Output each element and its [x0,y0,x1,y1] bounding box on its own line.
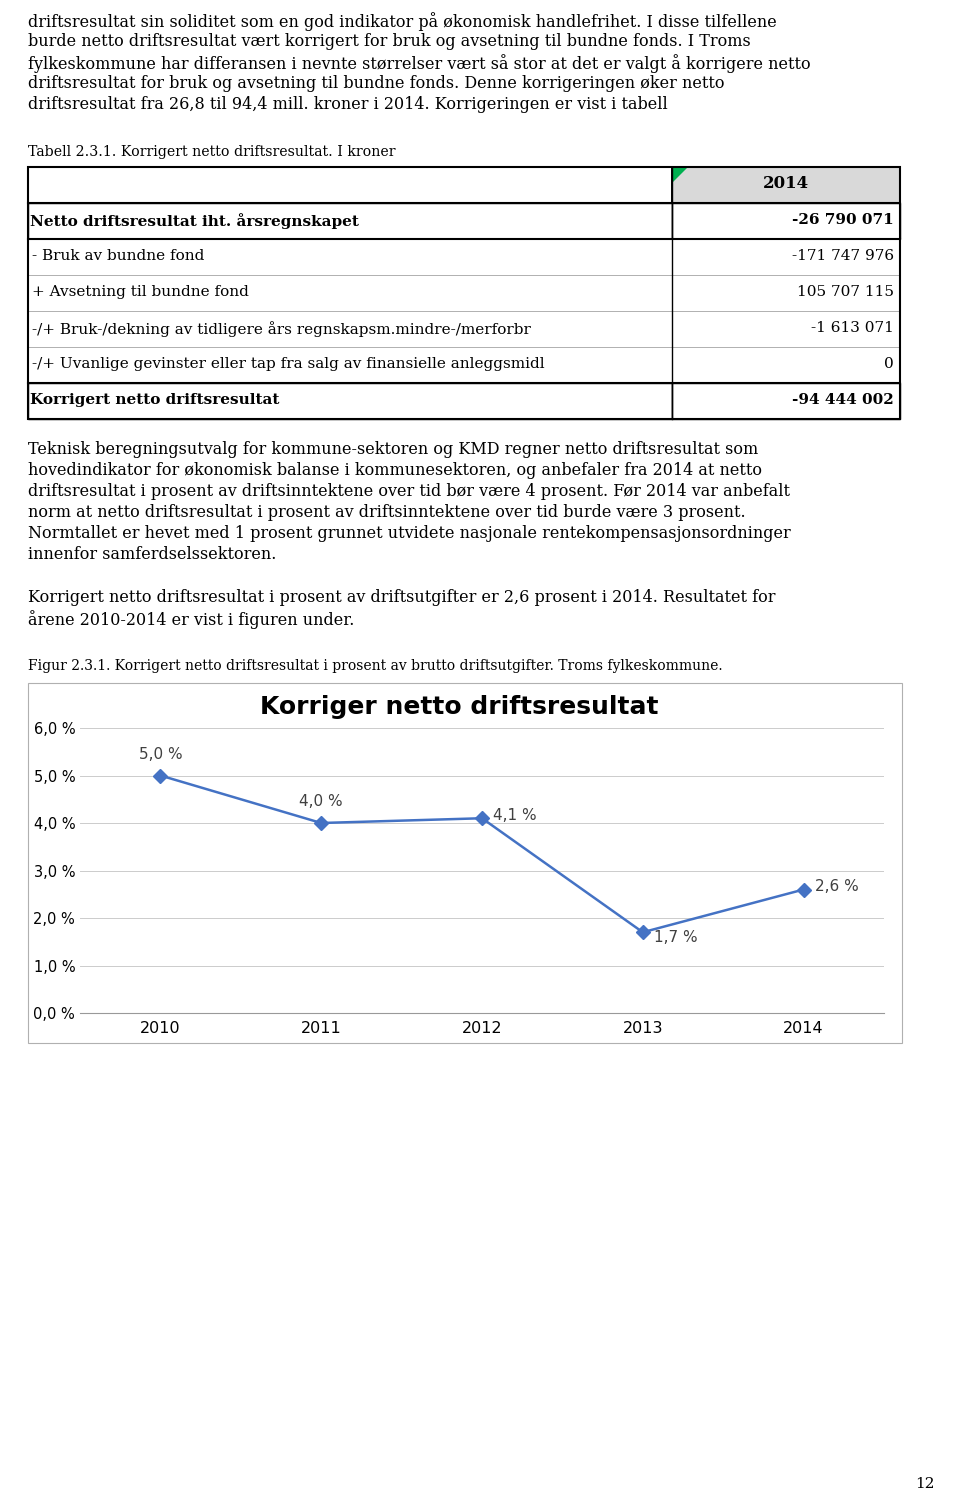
Text: Figur 2.3.1. Korrigert netto driftsresultat i prosent av brutto driftsutgifter. : Figur 2.3.1. Korrigert netto driftsresul… [28,659,723,673]
Bar [28,204,672,238]
Text: innenfor samferdselssektoren.: innenfor samferdselssektoren. [28,546,276,563]
Text: driftsresultat i prosent av driftsinntektene over tid bør være 4 prosent. Før 20: driftsresultat i prosent av driftsinntek… [28,483,790,499]
Text: 0: 0 [884,358,894,371]
Text: -171 747 976: -171 747 976 [792,249,894,263]
Text: 2014: 2014 [763,175,809,192]
Text: - Bruk av bundne fond: - Bruk av bundne fond [32,249,204,263]
Bar [672,383,900,420]
Bar [672,275,900,311]
Text: driftsresultat sin soliditet som en god indikator på økonomisk handlefrihet. I d: driftsresultat sin soliditet som en god … [28,12,777,30]
Bar [672,347,900,383]
Bar [28,684,902,1043]
Text: årene 2010-2014 er vist i figuren under.: årene 2010-2014 er vist i figuren under. [28,610,354,629]
Bar [28,275,672,311]
Text: -/+ Uvanlige gevinster eller tap fra salg av finansielle anleggsmidl: -/+ Uvanlige gevinster eller tap fra sal… [32,358,544,371]
Text: 4,0 %: 4,0 % [300,794,343,809]
Text: hovedindikator for økonomisk balanse i kommunesektoren, og anbefaler fra 2014 at: hovedindikator for økonomisk balanse i k… [28,462,762,478]
Text: -26 790 071: -26 790 071 [792,213,894,226]
Text: Korriger netto driftsresultat: Korriger netto driftsresultat [260,696,659,718]
Bar [28,347,672,383]
Text: 105 707 115: 105 707 115 [797,285,894,299]
Text: Korrigert netto driftsresultat i prosent av driftsutgifter er 2,6 prosent i 2014: Korrigert netto driftsresultat i prosent… [28,589,776,607]
Text: -/+ Bruk-/dekning av tidligere års regnskapsm.mindre-/merforbr: -/+ Bruk-/dekning av tidligere års regns… [32,321,531,337]
Bar [28,167,900,420]
Text: -94 444 002: -94 444 002 [792,392,894,407]
Text: Teknisk beregningsutvalg for kommune-sektoren og KMD regner netto driftsresultat: Teknisk beregningsutvalg for kommune-sek… [28,441,758,459]
Text: norm at netto driftsresultat i prosent av driftsinntektene over tid burde være 3: norm at netto driftsresultat i prosent a… [28,504,746,521]
Text: 4,1 %: 4,1 % [493,807,537,822]
Text: burde netto driftsresultat vært korrigert for bruk og avsetning til bundne fonds: burde netto driftsresultat vært korriger… [28,33,751,50]
Text: Tabell 2.3.1. Korrigert netto driftsresultat. I kroner: Tabell 2.3.1. Korrigert netto driftsresu… [28,145,396,158]
Text: 1,7 %: 1,7 % [654,931,698,945]
Text: + Avsetning til bundne fond: + Avsetning til bundne fond [32,285,249,299]
Bar [672,167,900,204]
Text: driftsresultat for bruk og avsetning til bundne fonds. Denne korrigeringen øker : driftsresultat for bruk og avsetning til… [28,75,725,92]
Text: Korrigert netto driftsresultat: Korrigert netto driftsresultat [30,392,279,407]
Bar [672,204,900,238]
Text: Netto driftsresultat iht. årsregnskapet: Netto driftsresultat iht. årsregnskapet [30,213,359,229]
Bar [28,167,672,204]
Text: driftsresultat fra 26,8 til 94,4 mill. kroner i 2014. Korrigeringen er vist i ta: driftsresultat fra 26,8 til 94,4 mill. k… [28,97,668,113]
Text: -1 613 071: -1 613 071 [811,321,894,335]
Bar [28,383,672,420]
Bar [672,311,900,347]
Bar [672,238,900,275]
Text: 5,0 %: 5,0 % [138,747,182,762]
Text: 2,6 %: 2,6 % [815,880,858,895]
Text: Normtallet er hevet med 1 prosent grunnet utvidete nasjonale rentekompensasjonso: Normtallet er hevet med 1 prosent grunne… [28,525,791,542]
Polygon shape [672,167,688,183]
Bar [28,238,672,275]
Bar [28,311,672,347]
Text: 12: 12 [916,1477,935,1491]
Text: fylkeskommune har differansen i nevnte størrelser vært så stor at det er valgt å: fylkeskommune har differansen i nevnte s… [28,54,810,72]
